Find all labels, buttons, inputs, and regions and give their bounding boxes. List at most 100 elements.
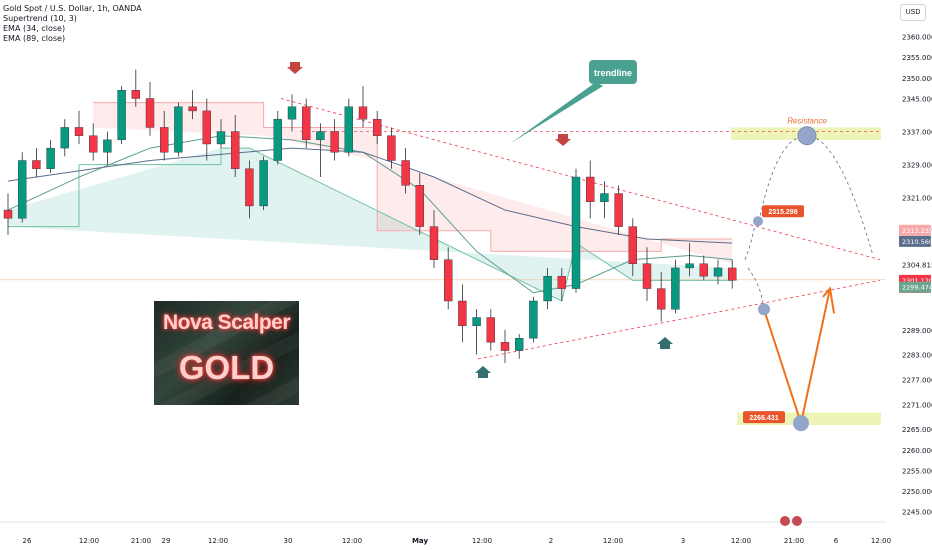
candle-body — [259, 160, 268, 207]
candle-body — [671, 267, 680, 310]
candle-body — [174, 106, 183, 153]
up-arrow-marker — [657, 337, 673, 349]
candle-body — [429, 226, 439, 260]
legend-symbol[interactable]: Gold Spot / U.S. Dollar, 1h, OANDA — [3, 4, 142, 13]
candle — [202, 98, 212, 161]
candle-body — [3, 209, 13, 219]
y-tick-label: 2329.000 — [902, 162, 932, 170]
projection-marker — [753, 216, 763, 227]
lower-trendline — [477, 279, 881, 360]
candle — [174, 102, 183, 157]
price-label-2266-text: 2266.431 — [749, 415, 778, 422]
candle — [529, 296, 538, 343]
x-tick-label: 12:00 — [603, 537, 623, 545]
candle-body — [216, 131, 226, 145]
candle-body — [444, 259, 453, 302]
trendline-callout-label: trendline — [594, 68, 632, 78]
candle — [586, 160, 595, 219]
candle-body — [373, 118, 382, 136]
candle-body — [330, 131, 339, 153]
legend-ema89[interactable]: EMA (89, close) — [3, 34, 66, 43]
y-tick-label: 2355.000 — [902, 54, 932, 62]
candle — [543, 267, 552, 310]
candle-body — [529, 300, 538, 339]
candle — [444, 247, 453, 310]
x-tick-label: 6 — [834, 537, 839, 545]
candle — [358, 86, 368, 128]
candle-body — [486, 317, 495, 343]
candle — [74, 110, 84, 144]
candle — [415, 172, 424, 235]
candle — [188, 90, 197, 120]
candle — [46, 139, 55, 173]
supertrend-lower-line — [8, 147, 733, 302]
projection-dashed-arc — [758, 135, 874, 256]
price-label-2266-box — [743, 411, 785, 424]
y-tick-label: 2245.000 — [902, 509, 932, 517]
candle-body — [614, 193, 623, 227]
candle — [642, 247, 652, 301]
us-flag-icon — [780, 516, 790, 526]
candle — [216, 119, 226, 149]
x-tick-label: 12:00 — [472, 537, 492, 545]
candle-body — [46, 147, 55, 169]
candle-body — [657, 288, 666, 310]
y-tick-label: 2321.000 — [902, 195, 932, 203]
candle-body — [74, 127, 84, 136]
candle — [557, 267, 566, 301]
candle — [614, 185, 623, 235]
candle — [18, 152, 27, 223]
candle — [628, 218, 637, 277]
currency-button[interactable]: USD — [900, 4, 926, 21]
candle-body — [458, 300, 467, 326]
candle — [458, 284, 467, 343]
legend-supertrend[interactable]: Supertrend (10, 3) — [3, 14, 77, 23]
candle — [685, 243, 694, 277]
candle — [344, 98, 353, 157]
candle — [429, 210, 439, 268]
x-tick-label: 21:00 — [131, 537, 151, 545]
y-tick-label: 2271.000 — [902, 401, 932, 409]
candle — [515, 334, 524, 359]
candle-body — [287, 106, 297, 120]
candle-body — [145, 98, 155, 128]
us-flag-icon — [792, 516, 802, 526]
candle — [330, 119, 339, 161]
logo-line2: GOLD — [178, 349, 275, 386]
candle-body — [18, 160, 27, 219]
x-tick-label: 12:00 — [342, 537, 362, 545]
ema89-line — [7, 147, 733, 244]
candle-body — [273, 118, 282, 161]
y-tick-label: 2345.000 — [902, 96, 932, 104]
y-tick-label: 2283.000 — [902, 352, 932, 360]
candle — [500, 329, 510, 363]
legend-ema34[interactable]: EMA (34, close) — [3, 24, 66, 33]
candle — [699, 255, 708, 281]
candle-body — [302, 106, 311, 141]
candle — [159, 110, 169, 161]
candle — [728, 259, 737, 289]
candle-body — [713, 267, 723, 277]
candle — [401, 148, 410, 194]
candle — [600, 181, 609, 219]
candle — [472, 309, 481, 355]
candle-body — [159, 127, 169, 153]
candle-body — [60, 127, 69, 149]
x-tick-label: 2 — [549, 537, 553, 545]
price-label-2315-box — [762, 205, 804, 218]
candle-body — [316, 131, 325, 141]
callout-pointer — [511, 82, 603, 143]
candle-body — [103, 139, 112, 153]
price-tag-box — [899, 235, 931, 247]
price-tag-label: 2310.560 — [902, 238, 932, 246]
candle — [287, 94, 297, 132]
price-tag-label: 2299.474 — [902, 284, 932, 292]
candle-body — [586, 176, 595, 203]
candle — [230, 115, 240, 178]
candle — [302, 98, 311, 149]
price-label-2315-text: 2315.298 — [768, 209, 797, 216]
x-tick-label: May — [412, 537, 428, 545]
candle-body — [557, 275, 566, 289]
y-tick-label: 2255.000 — [902, 467, 932, 475]
